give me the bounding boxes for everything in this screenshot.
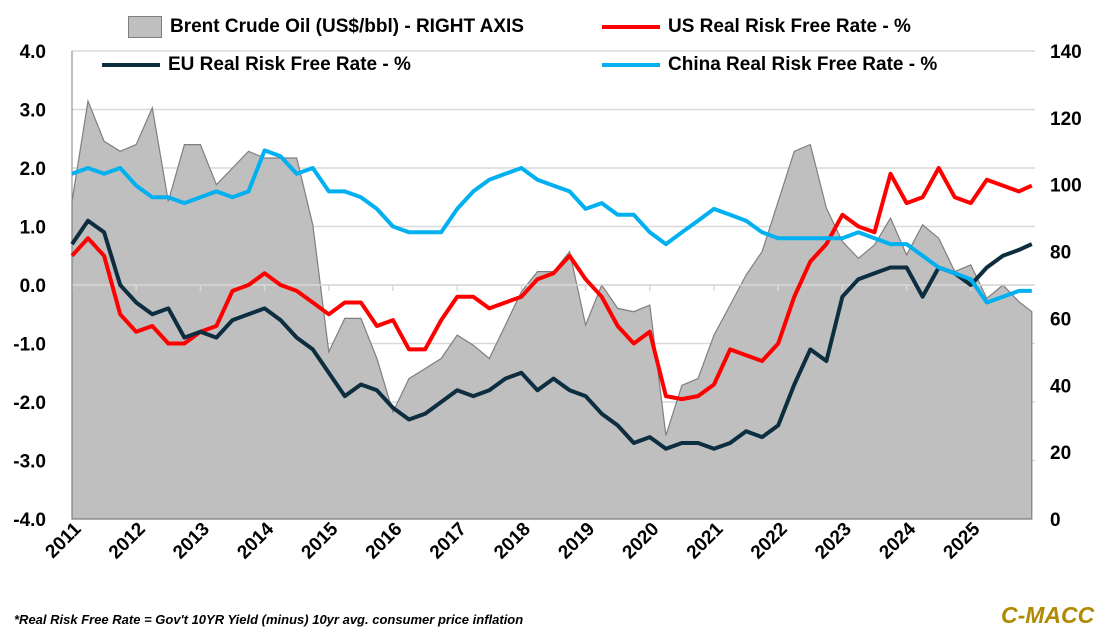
x-axis-tick-label: 2016 [362, 519, 407, 564]
right-axis-tick-label: 0 [1050, 510, 1061, 531]
c-macc-logo: C-MACC [1001, 602, 1095, 628]
brent-oil-area [71, 98, 1033, 520]
left-axis-tick-label: -1.0 [13, 335, 46, 356]
legend-label-eu: EU Real Risk Free Rate - % [168, 54, 411, 75]
right-axis-tick-label: 120 [1050, 109, 1082, 130]
legend-swatch-brent [128, 16, 162, 38]
x-axis-tick-label: 2015 [298, 518, 343, 563]
x-axis-tick-label: 2012 [105, 519, 150, 564]
legend-item-us: US Real Risk Free Rate - % [602, 16, 911, 38]
legend-swatch-china [602, 63, 660, 67]
left-axis-tick-label: 3.0 [20, 101, 46, 122]
x-axis-tick-label: 2022 [747, 519, 792, 564]
right-axis-tick-label: 80 [1050, 243, 1071, 264]
left-axis-tick-label: 0.0 [20, 276, 46, 297]
legend-label-us: US Real Risk Free Rate - % [668, 16, 911, 37]
left-axis-tick-label: -3.0 [13, 452, 46, 473]
x-axis-tick-label: 2013 [169, 519, 214, 564]
x-axis-tick-label: 2017 [426, 519, 471, 564]
right-axis-tick-label: 20 [1050, 443, 1071, 464]
right-axis-tick-label: 60 [1050, 309, 1071, 330]
left-axis-tick-label: 4.0 [20, 42, 46, 63]
x-axis-tick-label: 2025 [940, 518, 985, 563]
china-real-rate-line [71, 148, 1032, 305]
legend-swatch-eu [102, 63, 160, 67]
x-axis-tick-label: 2018 [490, 519, 535, 564]
x-axis-tick-label: 2011 [42, 518, 86, 562]
us-real-rate-line [70, 166, 1033, 402]
legend-swatch-us [602, 25, 660, 29]
left-axis-tick-label: 1.0 [20, 218, 46, 239]
x-axis-tick-label: 2014 [233, 518, 278, 563]
right-axis-tick-label: 40 [1050, 376, 1071, 397]
legend-label-china: China Real Risk Free Rate - % [668, 54, 938, 75]
x-axis-tick-label: 2019 [554, 519, 599, 564]
right-axis-tick-label: 100 [1050, 176, 1082, 197]
legend-item-eu: EU Real Risk Free Rate - % [102, 54, 411, 76]
eu-real-rate-line [70, 218, 1033, 451]
legend-item-china: China Real Risk Free Rate - % [602, 54, 937, 76]
left-axis-tick-label: -4.0 [13, 510, 46, 531]
x-axis-tick-label: 2023 [811, 519, 856, 564]
x-axis-tick-label: 2021 [683, 518, 728, 563]
footnote: *Real Risk Free Rate = Gov't 10YR Yield … [14, 612, 524, 627]
x-axis-tick-label: 2020 [619, 519, 664, 564]
legend-item-brent: Brent Crude Oil (US$/bbl) - RIGHT AXIS [128, 16, 524, 38]
left-axis-tick-label: -2.0 [13, 393, 46, 414]
left-axis-tick-label: 2.0 [20, 159, 46, 180]
legend-label-brent: Brent Crude Oil (US$/bbl) - RIGHT AXIS [170, 16, 524, 37]
right-axis-tick-label: 140 [1050, 42, 1082, 63]
x-axis-tick-label: 2024 [875, 518, 920, 563]
